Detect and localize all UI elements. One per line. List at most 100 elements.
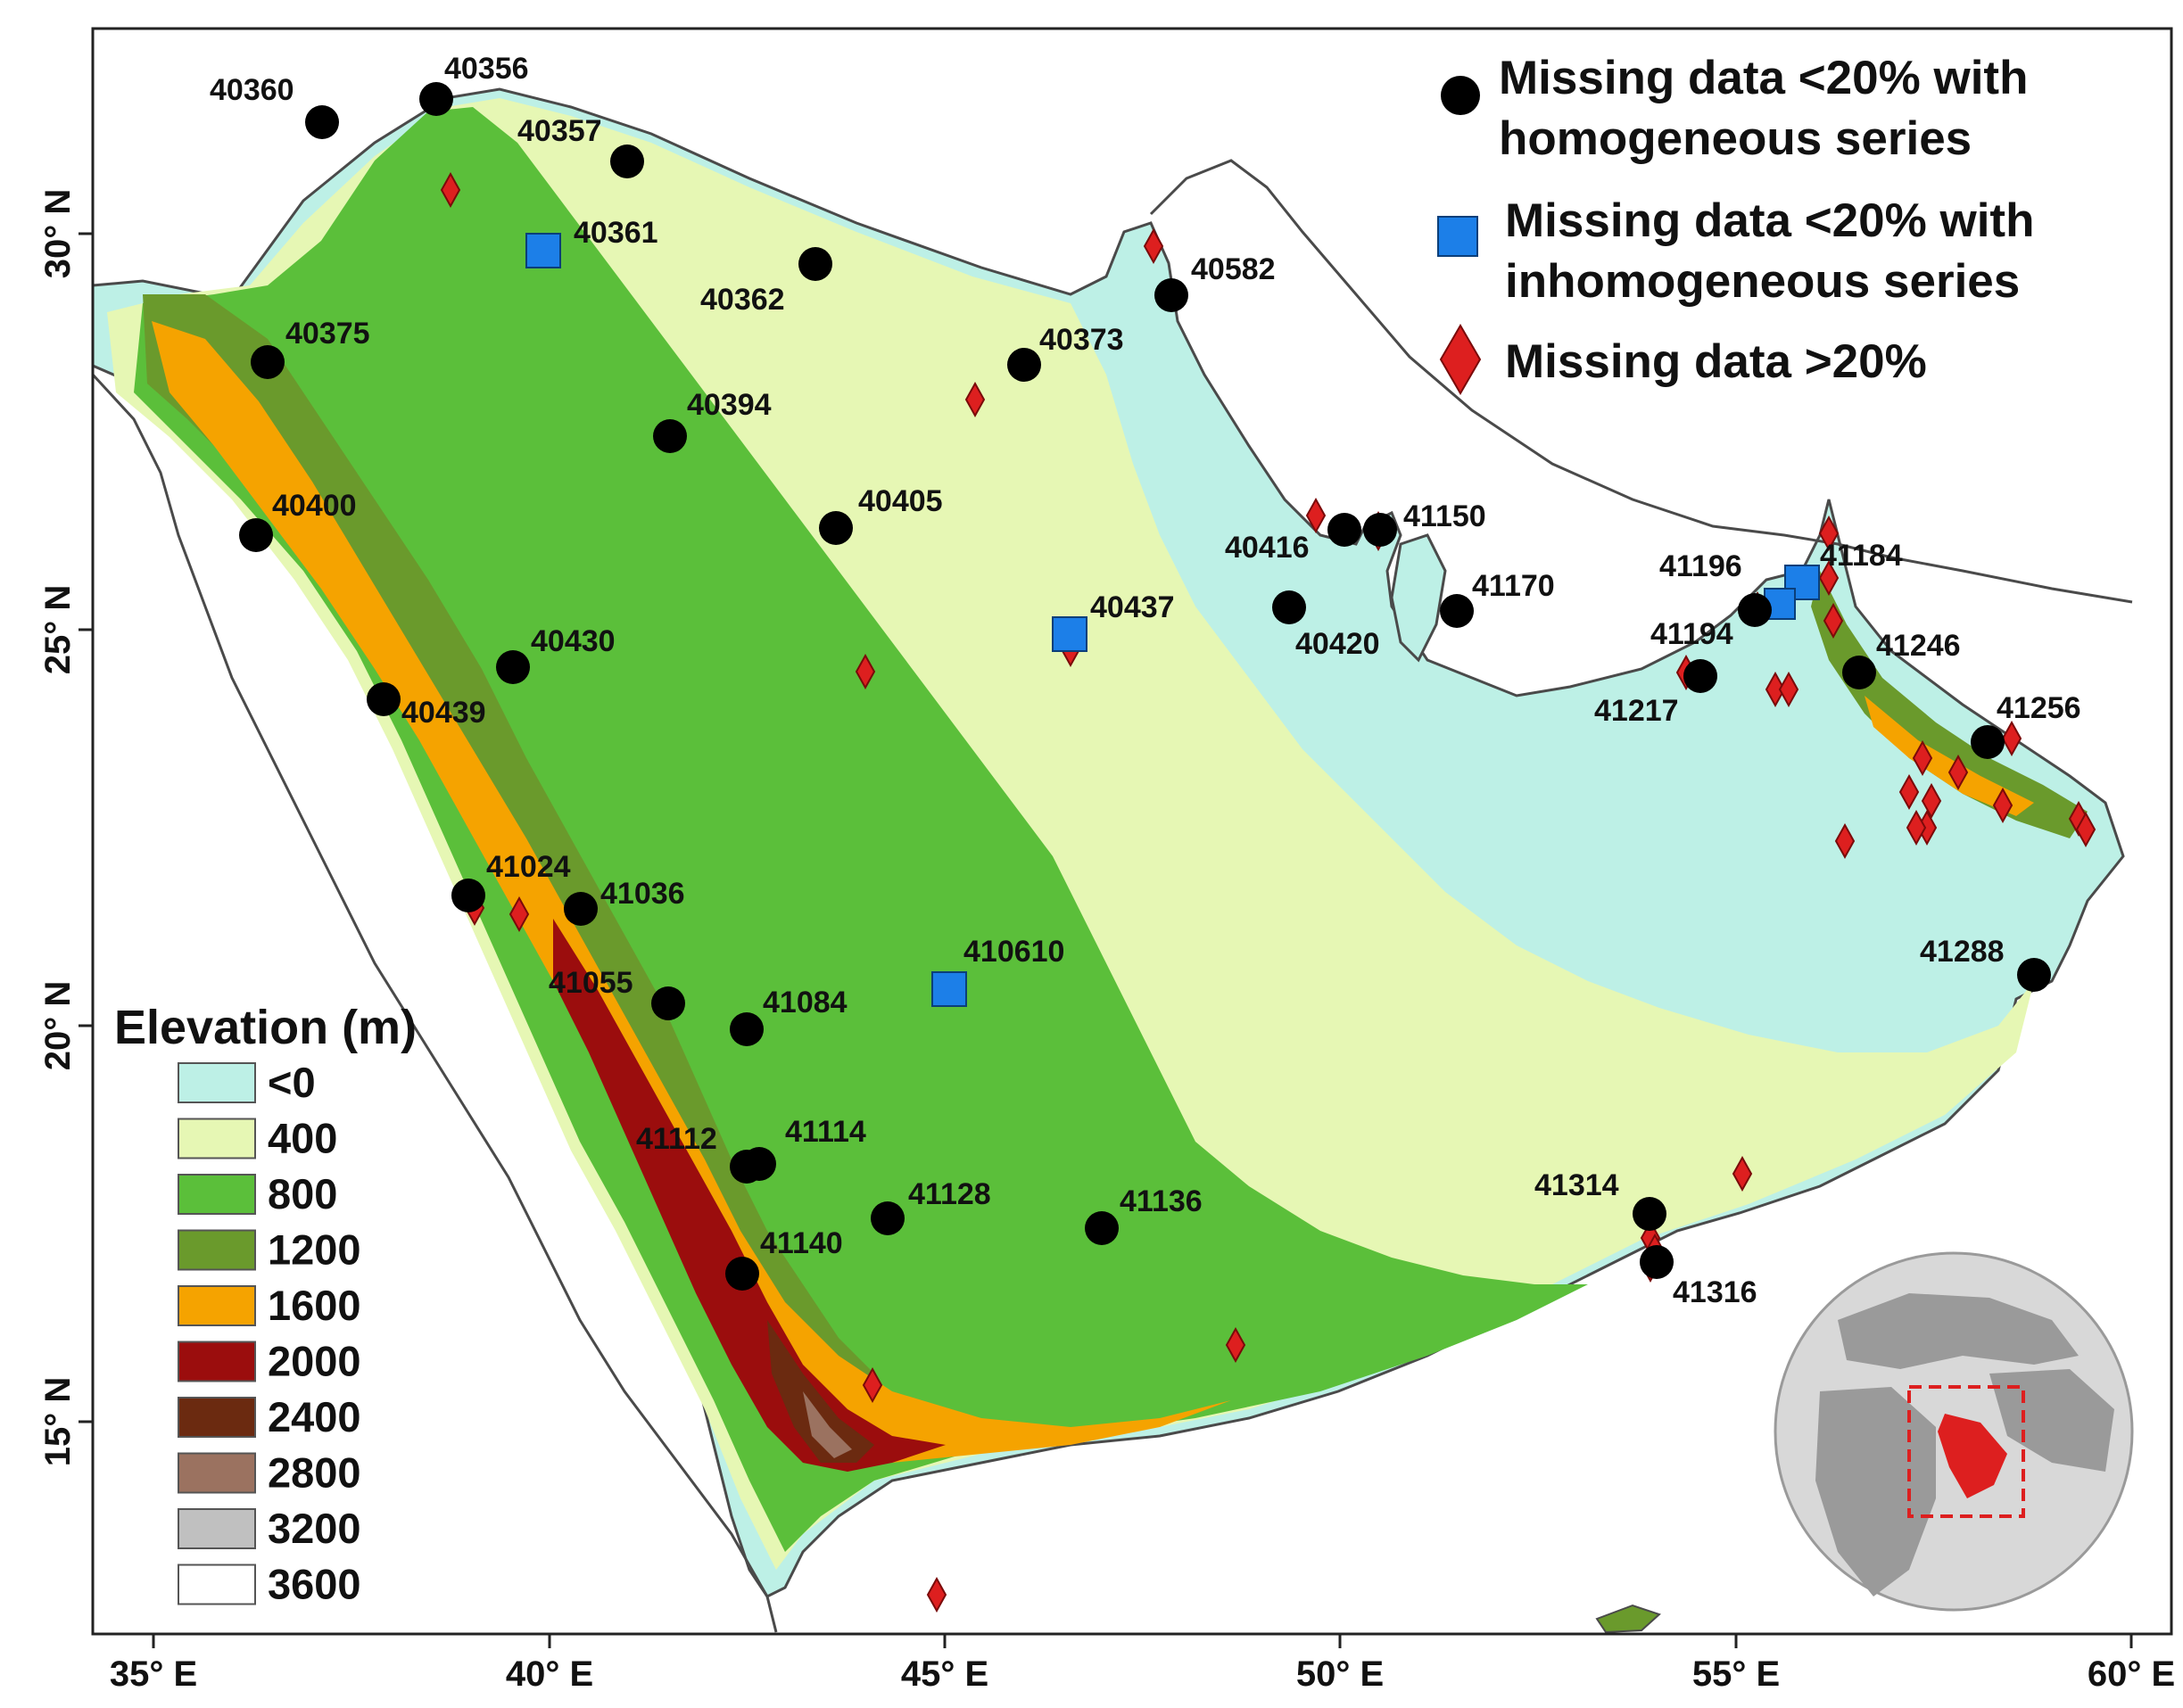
stations-homogeneous: [239, 82, 2051, 1291]
station-marker-over20: [862, 1366, 883, 1404]
station-label: 41314: [1534, 1168, 1619, 1202]
station-label: 41246: [1876, 629, 1961, 663]
legend-inhomogeneous-line1: Missing data <20% with: [1505, 194, 2034, 247]
station-label: 41140: [760, 1226, 843, 1260]
station-marker-over20: [2075, 811, 2096, 848]
africa-coast: [91, 373, 778, 1633]
highland-2400: [767, 1320, 874, 1463]
globe-focus-box: [1907, 1385, 2025, 1518]
station-marker-homogeneous: [1272, 590, 1306, 624]
station-marker-over20: [1818, 559, 1840, 597]
elevation-legend: Elevation (m) <0 400 800 1200 1600 2000 2400 28…: [114, 1001, 417, 1608]
elevation-swatch: [178, 1508, 256, 1549]
socotra-island: [1595, 1604, 1661, 1634]
elevation-swatch-label: <0: [268, 1059, 316, 1106]
station-marker-homogeneous: [653, 419, 687, 453]
station-marker-homogeneous: [651, 986, 685, 1020]
station-marker-homogeneous: [1640, 1245, 1674, 1279]
station-marker-homogeneous: [1738, 593, 1772, 627]
station-marker-over20: [926, 1576, 947, 1613]
station-label: 40582: [1191, 252, 1276, 286]
globe-landmass-africa: [1815, 1387, 1936, 1597]
lat-tick-label: 25° N: [38, 585, 78, 675]
station-marker-homogeneous: [564, 892, 598, 926]
station-label: 41036: [600, 877, 685, 911]
station-marker-over20: [1834, 822, 1856, 860]
globe-landmass-europe: [1838, 1293, 2079, 1369]
station-label: 40375: [285, 317, 370, 351]
station-marker-homogeneous: [239, 518, 273, 552]
elevation-swatch-label: 1600: [268, 1282, 361, 1329]
map-frame: [91, 27, 2173, 1636]
elevation-legend-title: Elevation (m): [114, 1001, 417, 1054]
highland-2000: [553, 919, 946, 1472]
station-label: 41084: [763, 986, 848, 1019]
iran-coast: [1149, 159, 2133, 604]
station-marker-homogeneous: [1363, 513, 1397, 547]
station-labels: 40360 40356 40357 40362 40375 40394 4040…: [210, 52, 2081, 1309]
lat-tick-label: 15° N: [38, 1377, 78, 1467]
station-marker-over20: [1778, 671, 1799, 708]
station-marker-over20: [1765, 671, 1786, 708]
station-label: 41170: [1472, 569, 1555, 603]
station-marker-over20: [1732, 1155, 1753, 1192]
station-label: 40400: [272, 489, 357, 523]
lon-tick-label: 50° E: [1296, 1654, 1384, 1694]
station-marker-homogeneous: [1971, 725, 2005, 759]
elevation-swatch-label: 3200: [268, 1505, 361, 1552]
elevation-swatch: [178, 1174, 256, 1215]
station-marker-over20: [1305, 497, 1327, 534]
elevation-swatch-label: 2800: [268, 1449, 361, 1497]
legend-homogeneous-marker: [1441, 76, 1480, 115]
station-marker-homogeneous: [1007, 348, 1041, 382]
station-label: 40405: [858, 484, 943, 518]
qatar-peninsula: [1390, 533, 1447, 663]
station-label: 41316: [1673, 1275, 1757, 1309]
station-marker-homogeneous: [610, 144, 644, 178]
station-marker-homogeneous: [451, 879, 485, 912]
station-label: 41288: [1920, 935, 2005, 969]
station-label: 40437: [1090, 590, 1175, 624]
globe-arabia-highlight: [1938, 1414, 2007, 1498]
lon-tick-label: 40° E: [506, 1654, 593, 1694]
station-label: 41194: [1650, 617, 1733, 651]
station-marker-homogeneous: [1633, 1197, 1666, 1231]
station-label: 40420: [1295, 627, 1380, 661]
station-label: 40362: [700, 283, 785, 317]
station-marker-homogeneous: [1154, 278, 1188, 312]
longitude-axis: 35° E 40° E 45° E 50° E 55° E 60° E: [110, 1634, 2175, 1694]
station-label: 40439: [401, 696, 486, 730]
station-label: 40356: [444, 52, 529, 86]
latitude-axis: 15° N 20° N 25° N 30° N: [38, 189, 93, 1467]
station-marker-homogeneous: [367, 682, 401, 716]
legend-inhomogeneous-marker: [1437, 216, 1478, 257]
station-marker-homogeneous: [798, 247, 832, 281]
station-marker-homogeneous: [305, 105, 339, 139]
station-label: 40430: [531, 624, 616, 658]
station-marker-homogeneous: [1683, 659, 1717, 693]
station-marker-homogeneous: [1085, 1211, 1119, 1245]
elevation-swatch-label: 2400: [268, 1393, 361, 1440]
station-marker-inhomogeneous: [1052, 616, 1087, 652]
station-marker-over20: [1823, 602, 1844, 639]
station-label: 41128: [908, 1177, 991, 1211]
elevation-swatch: [178, 1397, 256, 1438]
elevation-swatch: [178, 1229, 256, 1271]
station-label: 41055: [549, 966, 633, 1000]
elevation-swatch-label: 1200: [268, 1226, 361, 1274]
station-marker-homogeneous: [725, 1257, 759, 1291]
legend-over20-marker: [1439, 324, 1482, 395]
elevation-swatch: [178, 1452, 256, 1494]
stations-inhomogeneous: [525, 233, 1820, 1007]
station-marker-inhomogeneous: [525, 233, 561, 268]
station-marker-inhomogeneous: [931, 971, 967, 1007]
elevation-swatch: [178, 1118, 256, 1159]
station-marker-over20: [1992, 787, 2013, 824]
lon-tick-label: 60° E: [2088, 1654, 2175, 1694]
lon-tick-label: 55° E: [1692, 1654, 1780, 1694]
station-marker-homogeneous: [819, 511, 853, 545]
elevation-swatch-label: 3600: [268, 1561, 361, 1608]
oman-mountains-high: [1865, 696, 2034, 816]
station-label: 40357: [517, 114, 602, 148]
